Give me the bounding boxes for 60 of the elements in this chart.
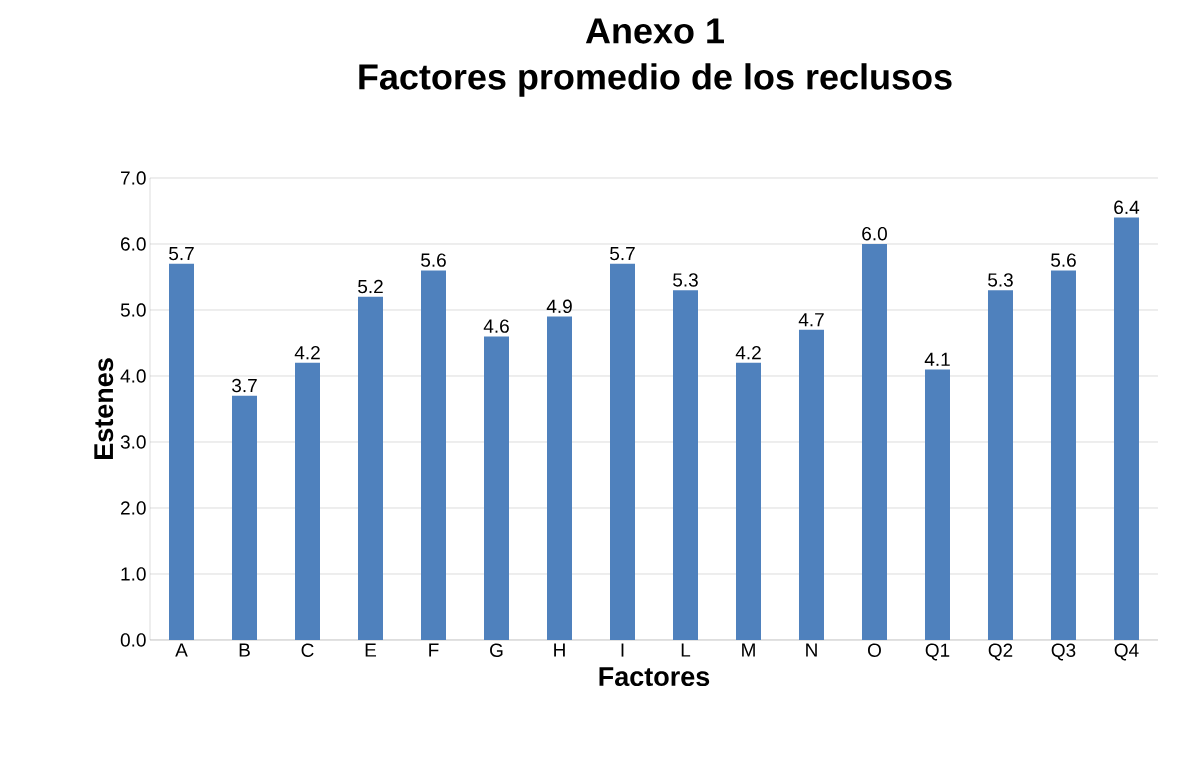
data-label: 4.9 <box>546 299 572 314</box>
data-label: 4.2 <box>294 345 320 360</box>
x-tick-label: F <box>429 643 439 657</box>
data-label: 6.4 <box>1114 200 1140 215</box>
bar <box>861 243 887 640</box>
x-tick-label: E <box>365 643 377 657</box>
bar <box>295 362 320 640</box>
bar <box>798 329 824 640</box>
y-tick-label: 6.0 <box>121 237 146 251</box>
bar <box>547 316 572 640</box>
x-tick-label: Q1 <box>925 643 950 661</box>
chart-title: Anexo 1 <box>585 18 724 44</box>
bar <box>232 395 257 640</box>
bar <box>1113 217 1139 640</box>
data-label: 6.0 <box>862 227 887 241</box>
x-tick-label: Q4 <box>1114 643 1139 661</box>
x-tick-label: M <box>742 643 755 657</box>
y-axis-title: Estenes <box>94 358 114 459</box>
y-tick-label: 2.0 <box>121 501 146 515</box>
data-label: 5.3 <box>673 273 698 287</box>
x-tick-label: H <box>554 643 565 657</box>
x-tick-label: B <box>239 643 250 657</box>
x-tick-label: G <box>490 643 503 657</box>
x-tick-label: Q2 <box>988 643 1013 661</box>
y-tick-label: 0.0 <box>120 633 146 647</box>
bar <box>169 263 195 640</box>
x-axis-title: Factores <box>599 667 710 687</box>
bar <box>673 290 698 640</box>
data-label: 4.2 <box>735 345 761 360</box>
x-tick-label: C <box>301 643 314 657</box>
bar <box>924 369 950 640</box>
bar <box>484 336 509 640</box>
x-tick-label: L <box>681 643 691 657</box>
x-tick-label: I <box>621 643 624 657</box>
bar <box>610 263 635 640</box>
y-tick-label: 1.0 <box>121 567 146 581</box>
data-label: 4.7 <box>798 313 824 327</box>
data-label: 5.7 <box>169 247 194 261</box>
data-label: 5.7 <box>610 247 635 261</box>
y-tick-label: 3.0 <box>120 435 146 449</box>
data-label: 5.3 <box>988 273 1013 287</box>
data-label: 3.7 <box>232 378 257 393</box>
y-tick-label: 7.0 <box>121 171 146 185</box>
x-tick-label: O <box>868 643 881 657</box>
x-tick-label: N <box>806 643 817 657</box>
bar <box>987 290 1013 640</box>
data-label: 5.6 <box>1051 253 1076 267</box>
data-label: 4.6 <box>483 319 509 333</box>
bar <box>1050 270 1076 640</box>
bar <box>358 296 383 640</box>
x-tick-label: Q3 <box>1051 643 1076 661</box>
chart-subtitle: Factores promedio de los reclusos <box>359 63 952 97</box>
bar <box>736 362 761 640</box>
y-tick-label: 5.0 <box>120 303 146 317</box>
bar <box>421 270 446 640</box>
y-tick-label: 4.0 <box>120 369 146 383</box>
data-label: 5.2 <box>358 279 383 294</box>
data-label: 4.1 <box>924 352 950 366</box>
x-tick-label: A <box>175 643 188 657</box>
data-label: 5.6 <box>421 253 446 267</box>
